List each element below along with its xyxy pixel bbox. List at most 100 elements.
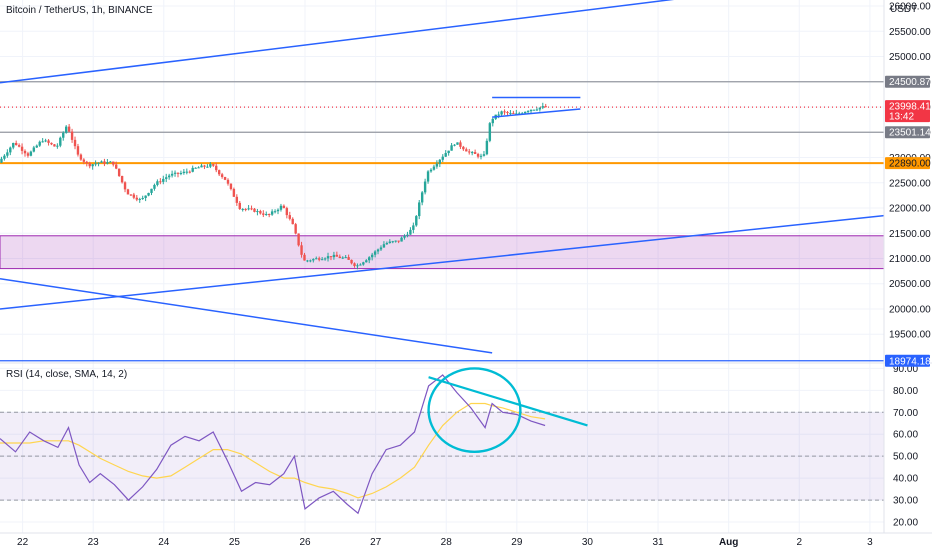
candle-body — [41, 141, 44, 143]
price-tick-label: 19500.00 — [889, 330, 931, 341]
candle-body — [279, 205, 283, 210]
candle-body — [32, 147, 36, 152]
time-tick-label: 30 — [582, 537, 594, 548]
price-label-text: 18974.18 — [889, 356, 931, 367]
candle-body — [541, 106, 544, 108]
candle-body — [82, 159, 86, 162]
candle-body — [373, 251, 377, 255]
candle-body — [382, 244, 386, 248]
candle-body — [53, 144, 56, 147]
candle-body — [365, 260, 368, 263]
candle-body — [9, 147, 12, 153]
candle-body — [506, 112, 509, 114]
candle-body — [356, 265, 359, 267]
rsi-tick-label: 90.00 — [893, 364, 918, 375]
candle-body — [444, 153, 447, 157]
candle-body — [215, 165, 218, 171]
time-tick-label: 28 — [441, 537, 453, 548]
candle-body — [132, 194, 136, 198]
candle-body — [538, 107, 542, 110]
candle-body — [335, 254, 339, 257]
candle-body — [173, 172, 177, 174]
candle-body — [185, 171, 189, 173]
candle-body — [106, 162, 109, 164]
price-label-box — [885, 157, 930, 170]
candle-body — [12, 142, 15, 148]
candle-body — [153, 184, 156, 189]
candle-body — [409, 229, 412, 235]
candle-body — [6, 152, 9, 156]
candle-body — [315, 258, 318, 260]
candle-body — [176, 172, 180, 174]
pane-frame — [0, 0, 932, 534]
candle-body — [532, 109, 536, 111]
candle-body — [117, 168, 121, 176]
candle-body — [159, 181, 162, 183]
candle-body — [156, 181, 159, 185]
candle-body — [85, 161, 88, 164]
candle-body — [426, 171, 430, 182]
price-label-text: 22890.00 — [889, 159, 931, 170]
candle-body — [56, 145, 59, 147]
candle-body — [232, 188, 236, 197]
candle-body — [385, 242, 389, 245]
candle-body — [235, 196, 239, 203]
time-tick-label: 29 — [511, 537, 523, 548]
candle-body — [35, 145, 38, 148]
candle-body — [418, 202, 421, 217]
candle-body — [250, 208, 253, 210]
candle-body — [91, 164, 94, 167]
rsi-tick-label: 60.00 — [893, 430, 918, 441]
time-tick-label: 24 — [158, 537, 170, 548]
candle-body — [265, 213, 268, 215]
candlestick-series — [0, 102, 547, 270]
price-label-text: 24500.87 — [889, 77, 931, 88]
rsi-line — [0, 374, 546, 515]
candle-body — [194, 167, 197, 169]
candle-body — [285, 208, 289, 216]
candle-body — [129, 194, 133, 196]
candle-body — [170, 173, 174, 176]
candle-body — [341, 257, 344, 259]
candle-body — [488, 123, 492, 141]
drawn-trendlines[interactable] — [0, 0, 885, 354]
candle-body — [353, 263, 356, 266]
candle-body — [456, 142, 459, 145]
price-tick-label: 25000.00 — [889, 52, 931, 63]
candle-body — [109, 161, 112, 163]
candle-body — [423, 181, 427, 193]
candle-body — [338, 256, 341, 258]
candle-body — [529, 109, 533, 112]
candle-body — [256, 211, 259, 213]
candle-body — [482, 154, 486, 156]
candle-body — [167, 175, 171, 178]
trendline — [0, 214, 885, 310]
candle-body — [229, 183, 233, 189]
candle-body — [515, 113, 518, 115]
candle-body — [523, 111, 527, 114]
candle-body — [247, 208, 250, 210]
candle-body — [3, 155, 6, 159]
candle-body — [344, 257, 347, 259]
candle-body — [420, 192, 424, 203]
candle-body — [318, 258, 321, 260]
time-tick-label: 26 — [299, 537, 311, 548]
price-label-text: 23998.41 — [889, 102, 931, 113]
candle-body — [241, 208, 244, 210]
trendline — [492, 108, 581, 118]
candle-body — [509, 112, 512, 114]
candle-body — [400, 237, 403, 242]
candle-body — [147, 192, 150, 196]
rsi-sma-line — [0, 402, 546, 499]
candle-body — [435, 163, 439, 167]
candle-body — [468, 151, 471, 153]
candle-body — [273, 211, 277, 213]
candle-body — [500, 111, 503, 115]
candle-body — [94, 163, 97, 165]
candle-body — [26, 153, 30, 156]
candle-body — [76, 146, 80, 155]
candle-body — [191, 167, 194, 172]
annotations[interactable] — [427, 367, 588, 453]
candle-body — [135, 197, 139, 200]
